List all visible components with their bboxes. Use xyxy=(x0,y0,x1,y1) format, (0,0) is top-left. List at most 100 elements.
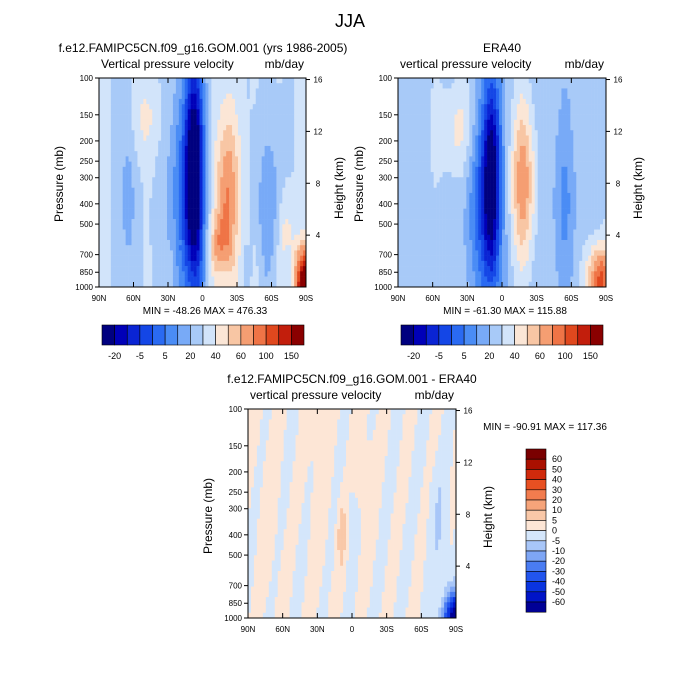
heat-cell xyxy=(220,276,224,283)
heat-cell xyxy=(190,140,194,147)
heat-cell xyxy=(169,119,174,126)
heat-cell xyxy=(510,140,515,147)
heat-cell xyxy=(513,88,518,94)
heat-cell xyxy=(297,281,301,288)
heat-cell xyxy=(220,198,224,204)
heat-cell xyxy=(403,156,408,162)
heat-cell xyxy=(155,260,159,267)
heat-cell xyxy=(220,140,224,147)
heat-cell xyxy=(496,187,500,194)
heat-cell xyxy=(424,151,429,157)
heat-cell xyxy=(415,208,420,215)
heat-cell xyxy=(502,135,506,141)
heat-cell xyxy=(110,260,115,267)
heat-cell xyxy=(600,104,604,110)
heat-cell xyxy=(193,219,197,225)
heat-cell xyxy=(101,255,106,262)
heat-cell xyxy=(490,166,494,173)
heat-cell xyxy=(152,219,156,225)
heat-cell xyxy=(507,93,512,100)
heat-cell xyxy=(478,135,482,141)
heat-cell xyxy=(484,224,488,230)
heat-cell xyxy=(202,255,206,262)
heat-cell xyxy=(475,125,479,131)
heat-cell xyxy=(178,224,183,230)
heat-cell xyxy=(588,187,592,194)
heat-cell xyxy=(181,78,186,84)
heat-cell xyxy=(412,182,417,189)
heat-cell xyxy=(190,229,194,236)
heat-cell xyxy=(232,203,236,209)
heat-cell xyxy=(279,229,283,236)
heat-cell xyxy=(519,104,524,110)
heat-cell xyxy=(288,187,292,194)
heat-cell xyxy=(403,93,408,100)
heat-cell xyxy=(403,234,408,241)
heat-cell xyxy=(418,93,423,100)
heat-cell xyxy=(540,187,544,194)
heat-cell xyxy=(507,119,512,126)
heat-cell xyxy=(573,93,577,100)
heat-cell xyxy=(178,88,183,94)
heat-cell xyxy=(237,281,242,288)
heat-cell xyxy=(513,83,518,89)
heat-cell xyxy=(249,245,254,251)
heat-cell xyxy=(591,229,595,236)
heat-cell xyxy=(169,260,174,267)
heat-cell xyxy=(193,271,197,277)
heat-cell xyxy=(252,114,257,121)
heat-cell xyxy=(249,151,254,157)
heat-cell xyxy=(424,192,429,199)
heat-cell xyxy=(469,125,473,131)
heat-cell xyxy=(116,151,120,157)
heat-cell xyxy=(143,276,147,283)
heat-cell xyxy=(285,98,289,105)
heat-cell xyxy=(496,140,500,147)
heat-cell xyxy=(211,83,215,89)
heat-cell xyxy=(573,135,577,141)
heat-cell xyxy=(513,161,518,168)
heat-cell xyxy=(223,114,227,121)
heat-cell xyxy=(273,182,277,189)
heat-cell xyxy=(205,187,209,194)
heat-cell xyxy=(149,166,153,173)
heat-cell xyxy=(152,187,156,194)
heat-cell xyxy=(110,125,115,131)
heat-cell xyxy=(552,182,556,189)
heat-cell xyxy=(146,192,150,199)
heat-cell xyxy=(406,140,411,147)
heat-cell xyxy=(570,198,574,204)
heat-cell xyxy=(519,203,524,209)
heat-cell xyxy=(181,276,186,283)
heat-cell xyxy=(143,166,147,173)
heat-cell xyxy=(243,78,248,84)
heat-cell xyxy=(217,219,221,225)
heat-cell xyxy=(255,276,259,283)
heat-cell xyxy=(125,203,129,209)
heat-cell xyxy=(564,166,568,173)
heat-cell xyxy=(152,276,156,283)
heat-cell xyxy=(504,145,509,152)
heat-cell xyxy=(430,166,434,173)
heat-cell xyxy=(427,104,431,110)
heat-cell xyxy=(226,78,230,84)
heat-cell xyxy=(237,187,242,194)
heat-cell xyxy=(237,135,242,141)
heat-cell xyxy=(424,98,429,105)
heat-cell xyxy=(493,192,497,199)
heat-cell xyxy=(146,234,150,241)
heat-cell xyxy=(235,260,239,267)
heat-cell xyxy=(522,182,527,189)
heat-cell xyxy=(484,119,488,126)
heat-cell xyxy=(475,145,479,152)
heat-cell xyxy=(303,125,307,131)
heat-cell xyxy=(519,172,524,178)
heat-cell xyxy=(169,281,174,288)
heat-cell xyxy=(261,187,265,194)
heat-cell xyxy=(240,98,245,105)
heat-cell xyxy=(107,119,112,126)
heat-cell xyxy=(415,104,420,110)
heat-cell xyxy=(187,255,191,262)
heat-cell xyxy=(303,119,307,126)
heat-cell xyxy=(579,140,583,147)
